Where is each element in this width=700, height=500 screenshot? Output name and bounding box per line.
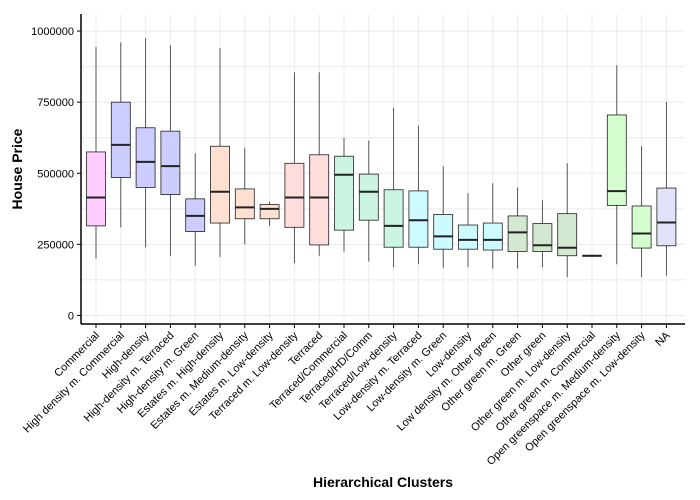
box-iqr: [458, 224, 478, 250]
box-iqr: [234, 188, 255, 220]
box-iqr: [606, 114, 627, 206]
box-12: [383, 107, 404, 268]
box-iqr: [532, 223, 553, 252]
box-iqr: [433, 214, 454, 250]
x-axis-title: Hierarchical Clusters: [313, 474, 453, 490]
y-tick-labels: 0 250000 500000 750000 1000000: [31, 26, 81, 322]
box-16: [482, 183, 503, 269]
box-iqr: [482, 222, 503, 251]
y-tick-label: 0: [68, 310, 74, 322]
box-iqr: [210, 145, 230, 224]
y-tick-label: 500000: [37, 168, 74, 180]
y-tick-label: 750000: [37, 97, 74, 109]
box-21: [606, 65, 627, 265]
box-13: [408, 125, 429, 265]
axes: [80, 14, 685, 325]
box-3: [160, 45, 181, 256]
box-14: [433, 166, 454, 268]
box-0: [86, 46, 106, 259]
box-iqr: [86, 151, 106, 227]
box-iqr: [408, 190, 429, 248]
box-iqr: [160, 130, 181, 195]
box-15: [458, 193, 478, 268]
box-4: [185, 153, 206, 266]
box-8: [284, 72, 305, 263]
box-17: [507, 187, 528, 269]
box-9: [309, 72, 330, 256]
box-23: [656, 102, 677, 276]
box-5: [210, 48, 230, 258]
box-18: [532, 200, 553, 268]
box-iqr: [631, 205, 652, 249]
box-iqr: [507, 215, 528, 252]
boxes: [86, 38, 677, 278]
box-iqr: [383, 189, 404, 248]
box-iqr: [557, 213, 578, 257]
x-tick-label: NA: [653, 329, 673, 349]
box-2: [135, 38, 156, 248]
box-iqr: [309, 154, 330, 246]
box-7: [259, 201, 280, 226]
box-22: [631, 146, 652, 278]
box-11: [358, 140, 379, 262]
box-19: [557, 163, 578, 278]
box-iqr: [358, 173, 379, 221]
box-10: [334, 137, 354, 252]
box-6: [234, 147, 255, 245]
box-iqr: [284, 162, 305, 228]
box-iqr: [135, 127, 156, 188]
y-tick-label: 250000: [37, 239, 74, 251]
box-iqr: [259, 204, 280, 220]
box-iqr: [656, 187, 677, 247]
box-iqr: [334, 155, 354, 231]
box-1: [110, 42, 131, 228]
x-tick-label: High density m. Commercial: [21, 330, 127, 436]
y-tick-label: 1000000: [31, 26, 74, 38]
box-iqr: [110, 101, 131, 178]
y-axis-title: House Price: [9, 128, 25, 209]
